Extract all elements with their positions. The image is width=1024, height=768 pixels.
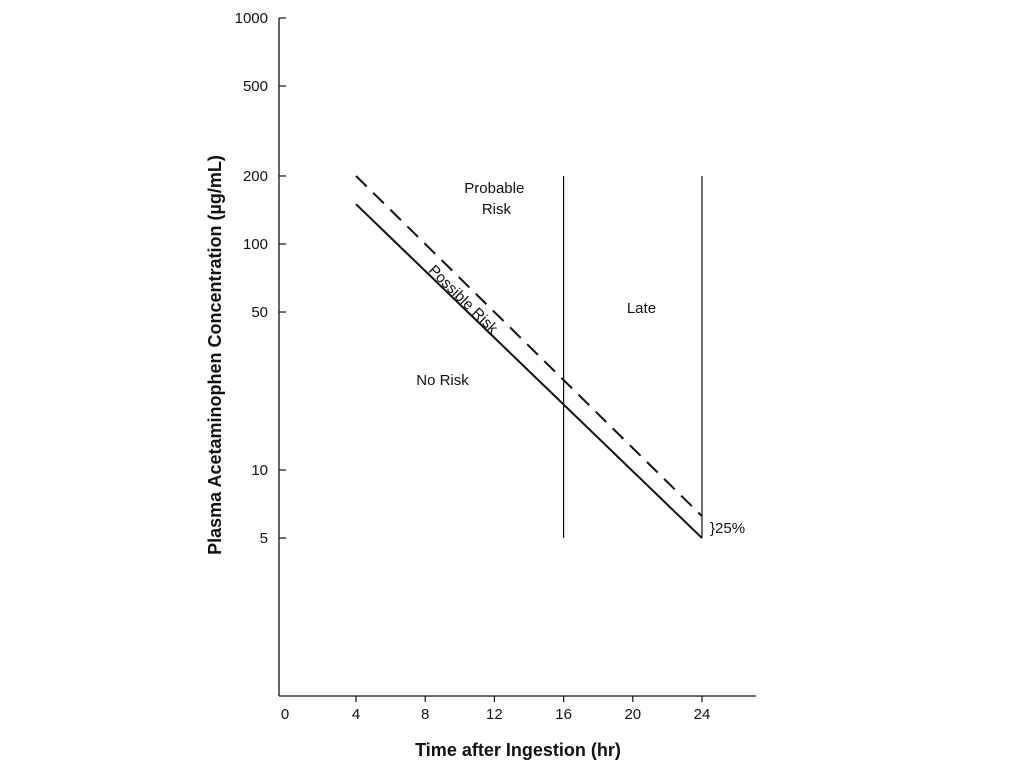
y-tick-label: 100 bbox=[243, 236, 268, 253]
x-tick-label: 12 bbox=[486, 706, 503, 723]
probable-risk-label: Probable Risk bbox=[464, 180, 528, 218]
probable-risk-label-line-2: Risk bbox=[482, 201, 512, 218]
y-tick-label: 10 bbox=[251, 462, 268, 479]
late-label: Late bbox=[627, 300, 656, 317]
x-tick-label: 16 bbox=[555, 706, 572, 723]
x-tick-label: 20 bbox=[624, 706, 641, 723]
y-tick-label: 5 bbox=[260, 530, 268, 547]
x-axis-ticks: 0 4 8 12 16 20 24 bbox=[281, 696, 711, 723]
x-tick-label: 0 bbox=[281, 706, 289, 723]
x-tick-label: 8 bbox=[421, 706, 429, 723]
possible-risk-label: Possible Risk bbox=[425, 262, 501, 338]
probable-risk-label-line-1: Probable bbox=[464, 180, 524, 197]
no-risk-threshold-line bbox=[355, 203, 703, 539]
possible-risk-threshold-line bbox=[355, 175, 703, 517]
axes bbox=[278, 18, 756, 697]
y-tick-label: 50 bbox=[251, 304, 268, 321]
time-marker-lines bbox=[562, 175, 703, 539]
region-labels: Probable Risk Possible Risk Late No Risk… bbox=[416, 180, 745, 537]
gap-percentage-label: }25% bbox=[710, 520, 745, 537]
x-tick-label: 4 bbox=[352, 706, 360, 723]
y-tick-label: 500 bbox=[243, 78, 268, 95]
x-axis-title: Time after Ingestion (hr) bbox=[415, 740, 621, 760]
x-tick-label: 24 bbox=[694, 706, 711, 723]
y-axis-ticks: 5 10 50 100 200 500 1000 bbox=[235, 10, 286, 547]
no-risk-label: No Risk bbox=[416, 372, 469, 389]
y-tick-label: 200 bbox=[243, 168, 268, 185]
y-axis-title: Plasma Acetaminophen Concentration (µg/m… bbox=[205, 155, 225, 555]
y-tick-label: 1000 bbox=[235, 10, 268, 27]
threshold-lines bbox=[355, 175, 703, 539]
